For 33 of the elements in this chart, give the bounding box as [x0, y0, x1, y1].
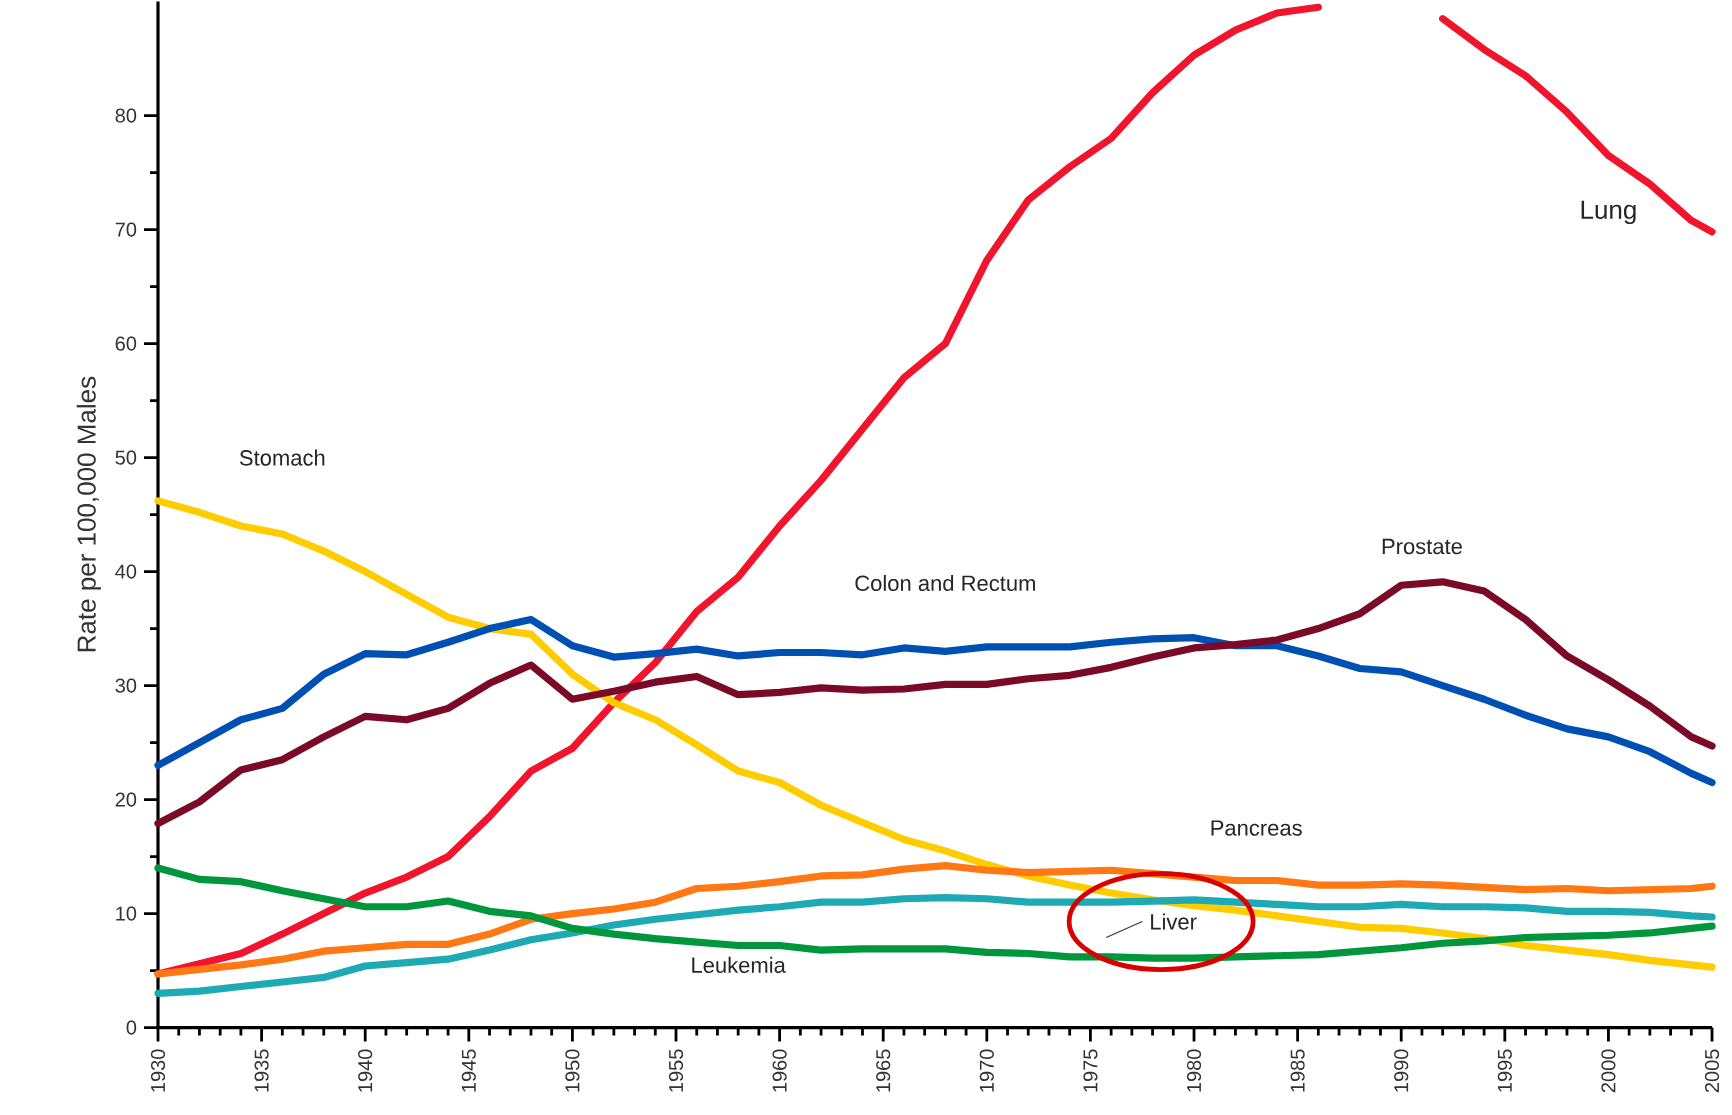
x-tick-label: 1995 [1497, 1049, 1512, 1092]
x-tick-label: 1990 [1394, 1049, 1409, 1092]
x-tick-label: 1965 [876, 1049, 891, 1092]
x-tick-label: 1970 [979, 1049, 994, 1092]
x-tick-label: 2000 [1601, 1049, 1616, 1093]
x-tick-label: 1950 [565, 1049, 580, 1092]
x-tick-label: 1955 [668, 1049, 684, 1092]
x-tick-label: 1985 [1290, 1049, 1305, 1092]
text: Colon and Rectum [855, 575, 1035, 592]
series-label: Liver [1151, 913, 1197, 930]
y-tick-label: 80 [115, 108, 137, 123]
x-tick-label: 1975 [1083, 1049, 1098, 1092]
series-label: Leukemia [692, 957, 786, 974]
y-tick-label: 40 [115, 564, 137, 579]
y-tick-label: 0 [126, 1020, 137, 1035]
x-tick-label: 1940 [358, 1049, 373, 1092]
y-tick-label: 10 [116, 906, 137, 921]
series-label: Lung [1581, 201, 1636, 225]
series-label: Prostate [1382, 539, 1462, 555]
y-tick-label: 30 [115, 678, 137, 693]
series-label: Pancreas [1211, 820, 1302, 836]
y-tick-label: 20 [115, 792, 137, 807]
y-axis-title: Rate per 100,000 Males [76, 377, 101, 652]
x-tick-label: 1980 [1186, 1049, 1202, 1092]
x-tick-label: 1945 [461, 1049, 476, 1092]
text: Stomach [239, 449, 325, 466]
y-tick-label: 60 [115, 336, 137, 351]
x-tick-label: 1935 [254, 1049, 269, 1092]
y-tick-label: 50 [115, 450, 137, 465]
x-tick-label: 1930 [150, 1049, 166, 1092]
x-tick-label: 1960 [772, 1049, 787, 1092]
x-tick-label: 2005 [1704, 1049, 1720, 1093]
y-tick-label: 70 [115, 222, 137, 237]
